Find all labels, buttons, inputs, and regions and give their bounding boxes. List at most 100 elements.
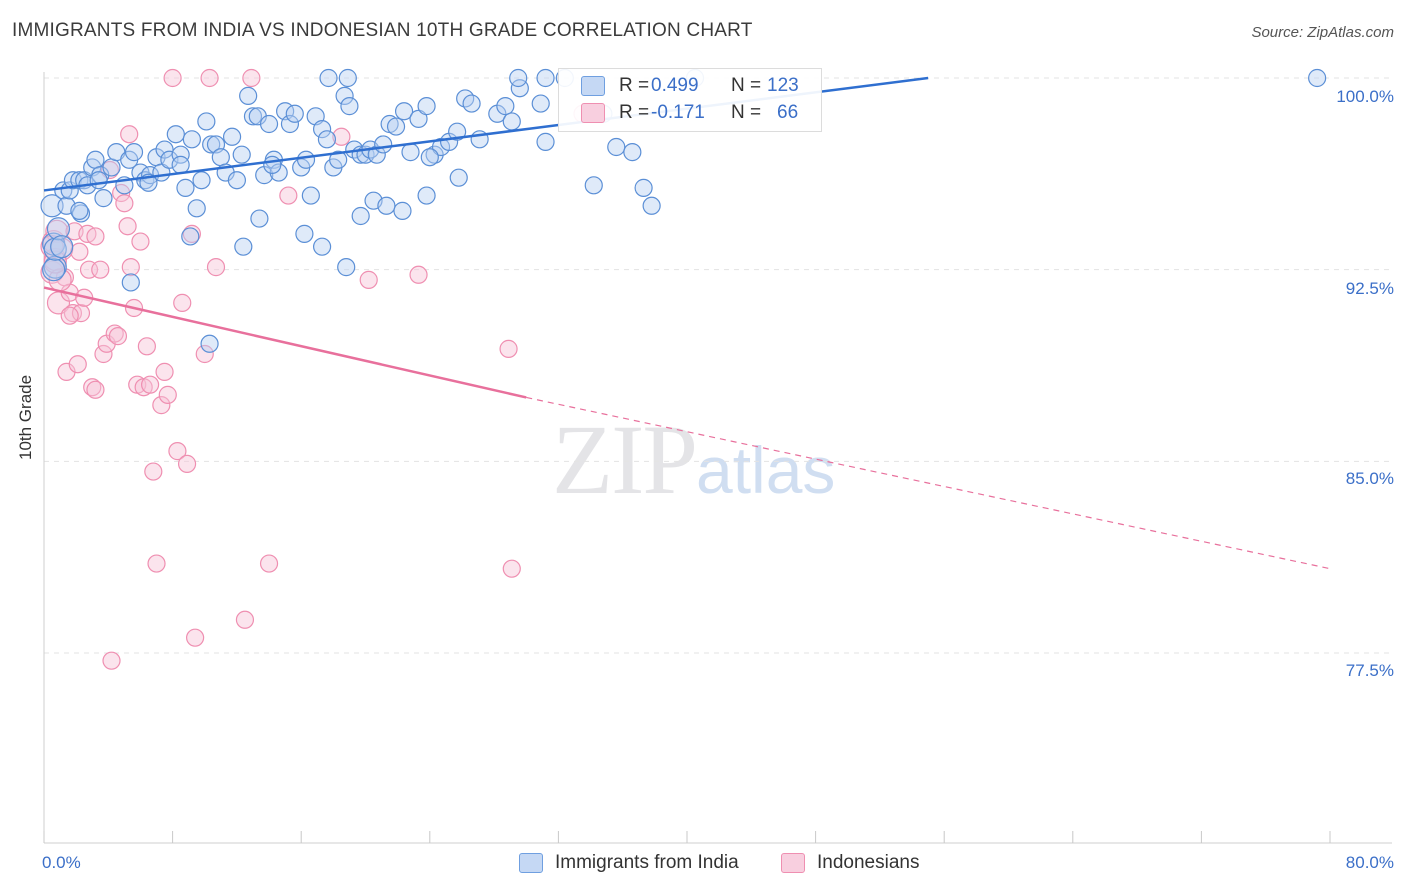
indonesians-point <box>86 380 105 399</box>
india-point <box>155 140 174 159</box>
indonesians-point <box>86 227 105 246</box>
india-point <box>234 237 253 256</box>
indonesians-point <box>242 68 261 88</box>
indonesians-point <box>177 454 197 473</box>
y-tick-label: 77.5% <box>1345 661 1394 680</box>
indonesians-point <box>163 68 182 88</box>
chart-title: IMMIGRANTS FROM INDIA VS INDONESIAN 10TH… <box>12 20 753 41</box>
india-point <box>89 171 108 190</box>
r-value: 0.499 <box>651 75 699 96</box>
india-point <box>417 186 436 205</box>
n-value: 123 <box>767 75 799 96</box>
indonesians-point <box>68 355 87 374</box>
trend-line-indonesians <box>43 286 527 399</box>
india-point <box>295 224 314 243</box>
legend-swatch-india <box>519 853 543 873</box>
india-point <box>509 68 528 88</box>
indonesians-point <box>118 217 137 236</box>
india-point <box>317 130 337 149</box>
india-point <box>171 155 190 174</box>
india-point <box>367 145 386 164</box>
indonesians-point <box>168 442 187 461</box>
indonesians-point <box>120 125 139 144</box>
indonesians-point <box>259 554 279 573</box>
india-point <box>1308 68 1327 88</box>
india-point <box>536 68 555 88</box>
legend-label: Immigrants from India <box>555 852 739 873</box>
indonesians-point <box>108 327 128 346</box>
indonesians-point <box>144 462 163 481</box>
india-point <box>202 135 221 154</box>
india-point <box>102 158 121 177</box>
india-point <box>70 201 89 220</box>
india-point <box>319 68 338 88</box>
india-point <box>285 104 304 123</box>
indonesians-point <box>359 270 378 289</box>
india-point <box>211 148 230 167</box>
india-point <box>222 127 242 146</box>
y-tick-label: 92.5% <box>1345 279 1394 298</box>
watermark-zip: ZIP <box>552 404 698 515</box>
indonesians-point <box>71 304 91 323</box>
india-point <box>296 150 316 169</box>
india-point <box>280 114 300 134</box>
india-point <box>393 201 412 220</box>
india-point <box>623 143 642 162</box>
india-point <box>232 145 251 164</box>
india-point <box>192 171 211 190</box>
axes <box>43 72 1392 844</box>
india-point <box>200 334 219 353</box>
india-point <box>374 135 393 154</box>
indonesians-point <box>115 194 134 213</box>
indonesians-point <box>195 344 214 364</box>
india-point <box>377 196 396 215</box>
india-point <box>335 86 354 105</box>
india-point <box>46 217 71 241</box>
indonesians-point <box>131 232 150 251</box>
india-point <box>160 150 179 169</box>
india-point <box>386 117 406 136</box>
y-tick-label: 100.0% <box>1336 87 1394 106</box>
indonesians-point <box>105 324 124 343</box>
india-point <box>243 107 263 126</box>
indonesians-point <box>91 260 110 279</box>
india-point <box>197 112 216 131</box>
india-point <box>531 94 550 113</box>
india-point <box>409 109 428 128</box>
indonesians-point <box>102 651 121 670</box>
india-point <box>263 155 282 174</box>
india-point <box>496 97 515 116</box>
india-point <box>329 150 348 169</box>
indonesians-point <box>206 258 226 277</box>
india-point <box>50 235 74 259</box>
indonesians-point <box>186 628 205 647</box>
india-point <box>301 186 320 205</box>
india-point <box>420 148 439 167</box>
india-point <box>181 227 200 246</box>
trend-line-indonesians-extension <box>526 396 1331 570</box>
bottom-legend: Immigrants from India Indonesians <box>0 852 1406 878</box>
indonesians-point <box>94 344 113 364</box>
indonesians-point <box>200 68 219 88</box>
r-label: R = <box>619 102 650 123</box>
indonesians-point <box>173 293 192 312</box>
indonesians-point <box>70 242 89 261</box>
legend-item-indonesians[interactable]: Indonesians <box>781 852 919 874</box>
india-point <box>584 176 603 195</box>
indonesians-point <box>43 250 67 274</box>
indonesians-point <box>409 265 428 284</box>
r-value: -0.171 <box>651 102 705 123</box>
indonesians-point <box>332 127 351 146</box>
source-label: Source: ZipAtlas.com <box>1251 24 1394 41</box>
india-point <box>417 97 436 116</box>
indonesians-point <box>121 258 140 277</box>
indonesians-point <box>137 337 156 356</box>
india-point <box>634 178 653 197</box>
legend-item-india[interactable]: Immigrants from India <box>519 852 739 874</box>
india-point <box>259 114 279 134</box>
y-axis-label: 10th Grade <box>16 374 35 460</box>
india-point <box>40 194 64 218</box>
india-point <box>42 258 66 282</box>
indonesians-point <box>155 362 174 381</box>
